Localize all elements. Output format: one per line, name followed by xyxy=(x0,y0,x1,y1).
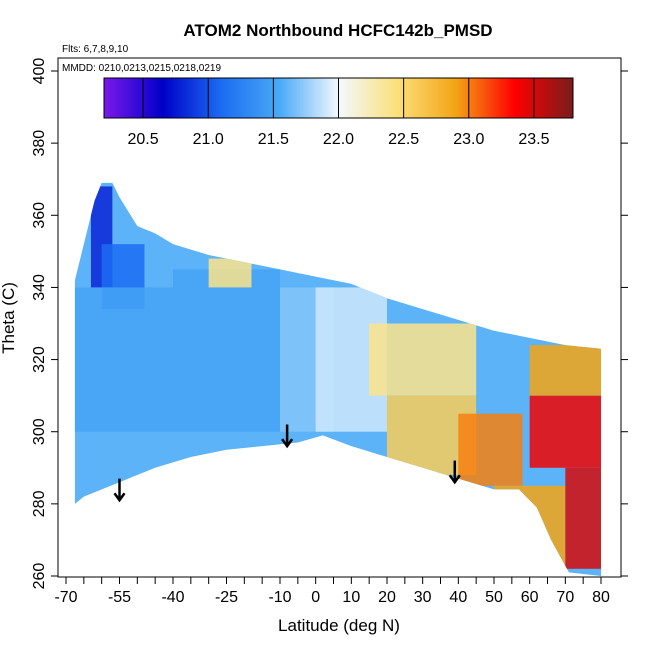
plot-frame xyxy=(57,57,622,578)
y-tick-label: 360 xyxy=(31,202,48,229)
field-cell xyxy=(369,323,477,396)
x-tick-label: 30 xyxy=(414,589,432,606)
y-tick-label: 260 xyxy=(31,563,48,590)
field-cell xyxy=(529,395,601,468)
arrow-head xyxy=(113,492,126,503)
arrow-head xyxy=(448,474,461,485)
colorbar-tick-label: 21.0 xyxy=(193,131,224,148)
field-cell xyxy=(208,258,252,288)
y-tick-label: 280 xyxy=(31,490,48,517)
heatmap-field xyxy=(74,182,601,577)
flights-annotation: Flts: 6,7,8,9,10 xyxy=(62,44,129,55)
x-tick-label: 50 xyxy=(485,589,503,606)
chart-title: ATOM2 Northbound HCFC142b_PMSD xyxy=(183,21,492,40)
y-tick-label: 380 xyxy=(31,130,48,157)
x-tick-label: 60 xyxy=(521,589,539,606)
x-tick-label: 10 xyxy=(342,589,360,606)
colorbar-tick-label: 21.5 xyxy=(258,131,289,148)
x-tick-label: 70 xyxy=(556,589,574,606)
field-cell xyxy=(494,485,566,569)
y-tick-label: 320 xyxy=(31,346,48,373)
y-tick-label: 300 xyxy=(31,418,48,445)
x-axis-label: Latitude (deg N) xyxy=(278,616,400,635)
colorbar-tick-label: 23.5 xyxy=(518,131,549,148)
x-tick-label: 20 xyxy=(378,589,396,606)
arrow-head xyxy=(281,438,294,449)
x-tick-label: 40 xyxy=(449,589,467,606)
colorbar-tick-label: 22.5 xyxy=(388,131,419,148)
x-tick-label: -40 xyxy=(161,589,184,606)
y-axis: 260 280 300 320 340 360 380 400 xyxy=(31,58,628,590)
x-axis: -70 -55 -40 -25 -10 0 10 20 30 40 50 60 70 80 xyxy=(54,577,610,606)
colorbar-tick-label: 23.0 xyxy=(453,131,484,148)
x-tick-label: -10 xyxy=(268,589,291,606)
x-tick-label: -55 xyxy=(108,589,131,606)
y-tick-label: 400 xyxy=(31,58,48,85)
x-tick-label: -70 xyxy=(54,589,77,606)
y-tick-label: 340 xyxy=(31,274,48,301)
field-cell xyxy=(565,467,601,569)
field-cell xyxy=(529,345,601,396)
arrow-markers xyxy=(113,424,461,503)
colorbar: 20.5 21.0 21.5 22.0 22.5 23.0 23.5 xyxy=(103,77,574,148)
colorbar-tick-label: 20.5 xyxy=(128,131,159,148)
colorbar-tick-label: 22.0 xyxy=(323,131,354,148)
x-tick-label: 0 xyxy=(311,589,320,606)
field-cell xyxy=(173,269,280,432)
x-tick-label: -25 xyxy=(215,589,238,606)
dates-annotation: MMDD: 0210,0213,0215,0218,0219 xyxy=(62,63,221,74)
x-tick-label: 80 xyxy=(592,589,610,606)
field-cell xyxy=(458,413,523,486)
field-cell xyxy=(74,287,173,432)
y-axis-label: Theta (C) xyxy=(0,282,18,354)
